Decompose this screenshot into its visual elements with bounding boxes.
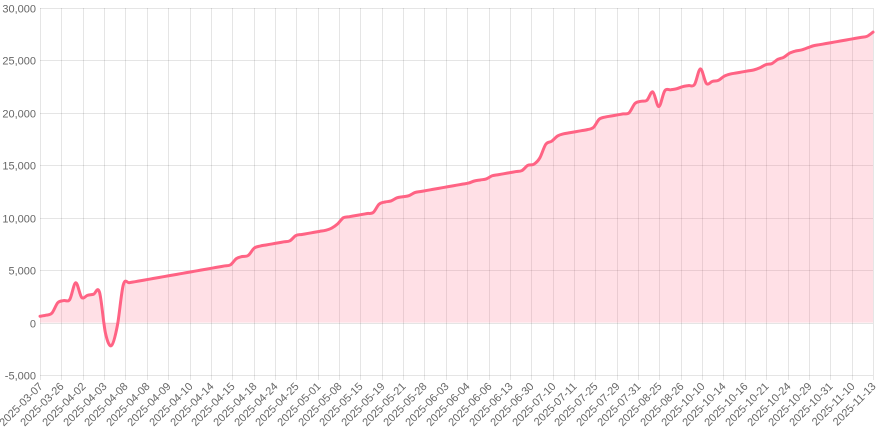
y-tick-label: 15,000 — [2, 161, 36, 173]
y-tick-label: 30,000 — [2, 4, 36, 16]
y-tick-label: 25,000 — [2, 56, 36, 68]
y-tick-label: 5,000 — [8, 266, 36, 278]
x-axis-ticks: 2025-03-072025-03-262025-04-022025-04-03… — [0, 381, 879, 429]
y-axis-ticks: -5,000 0 5,000 10,000 15,000 20,000 25,000 30,0… — [2, 4, 36, 383]
y-tick-label: 0 — [30, 319, 36, 331]
area-fill-layer — [40, 32, 873, 346]
series-area-fill — [40, 32, 873, 346]
y-tick-label: -5,000 — [5, 371, 36, 383]
y-tick-label: 20,000 — [2, 109, 36, 121]
y-tick-label: 10,000 — [2, 214, 36, 226]
